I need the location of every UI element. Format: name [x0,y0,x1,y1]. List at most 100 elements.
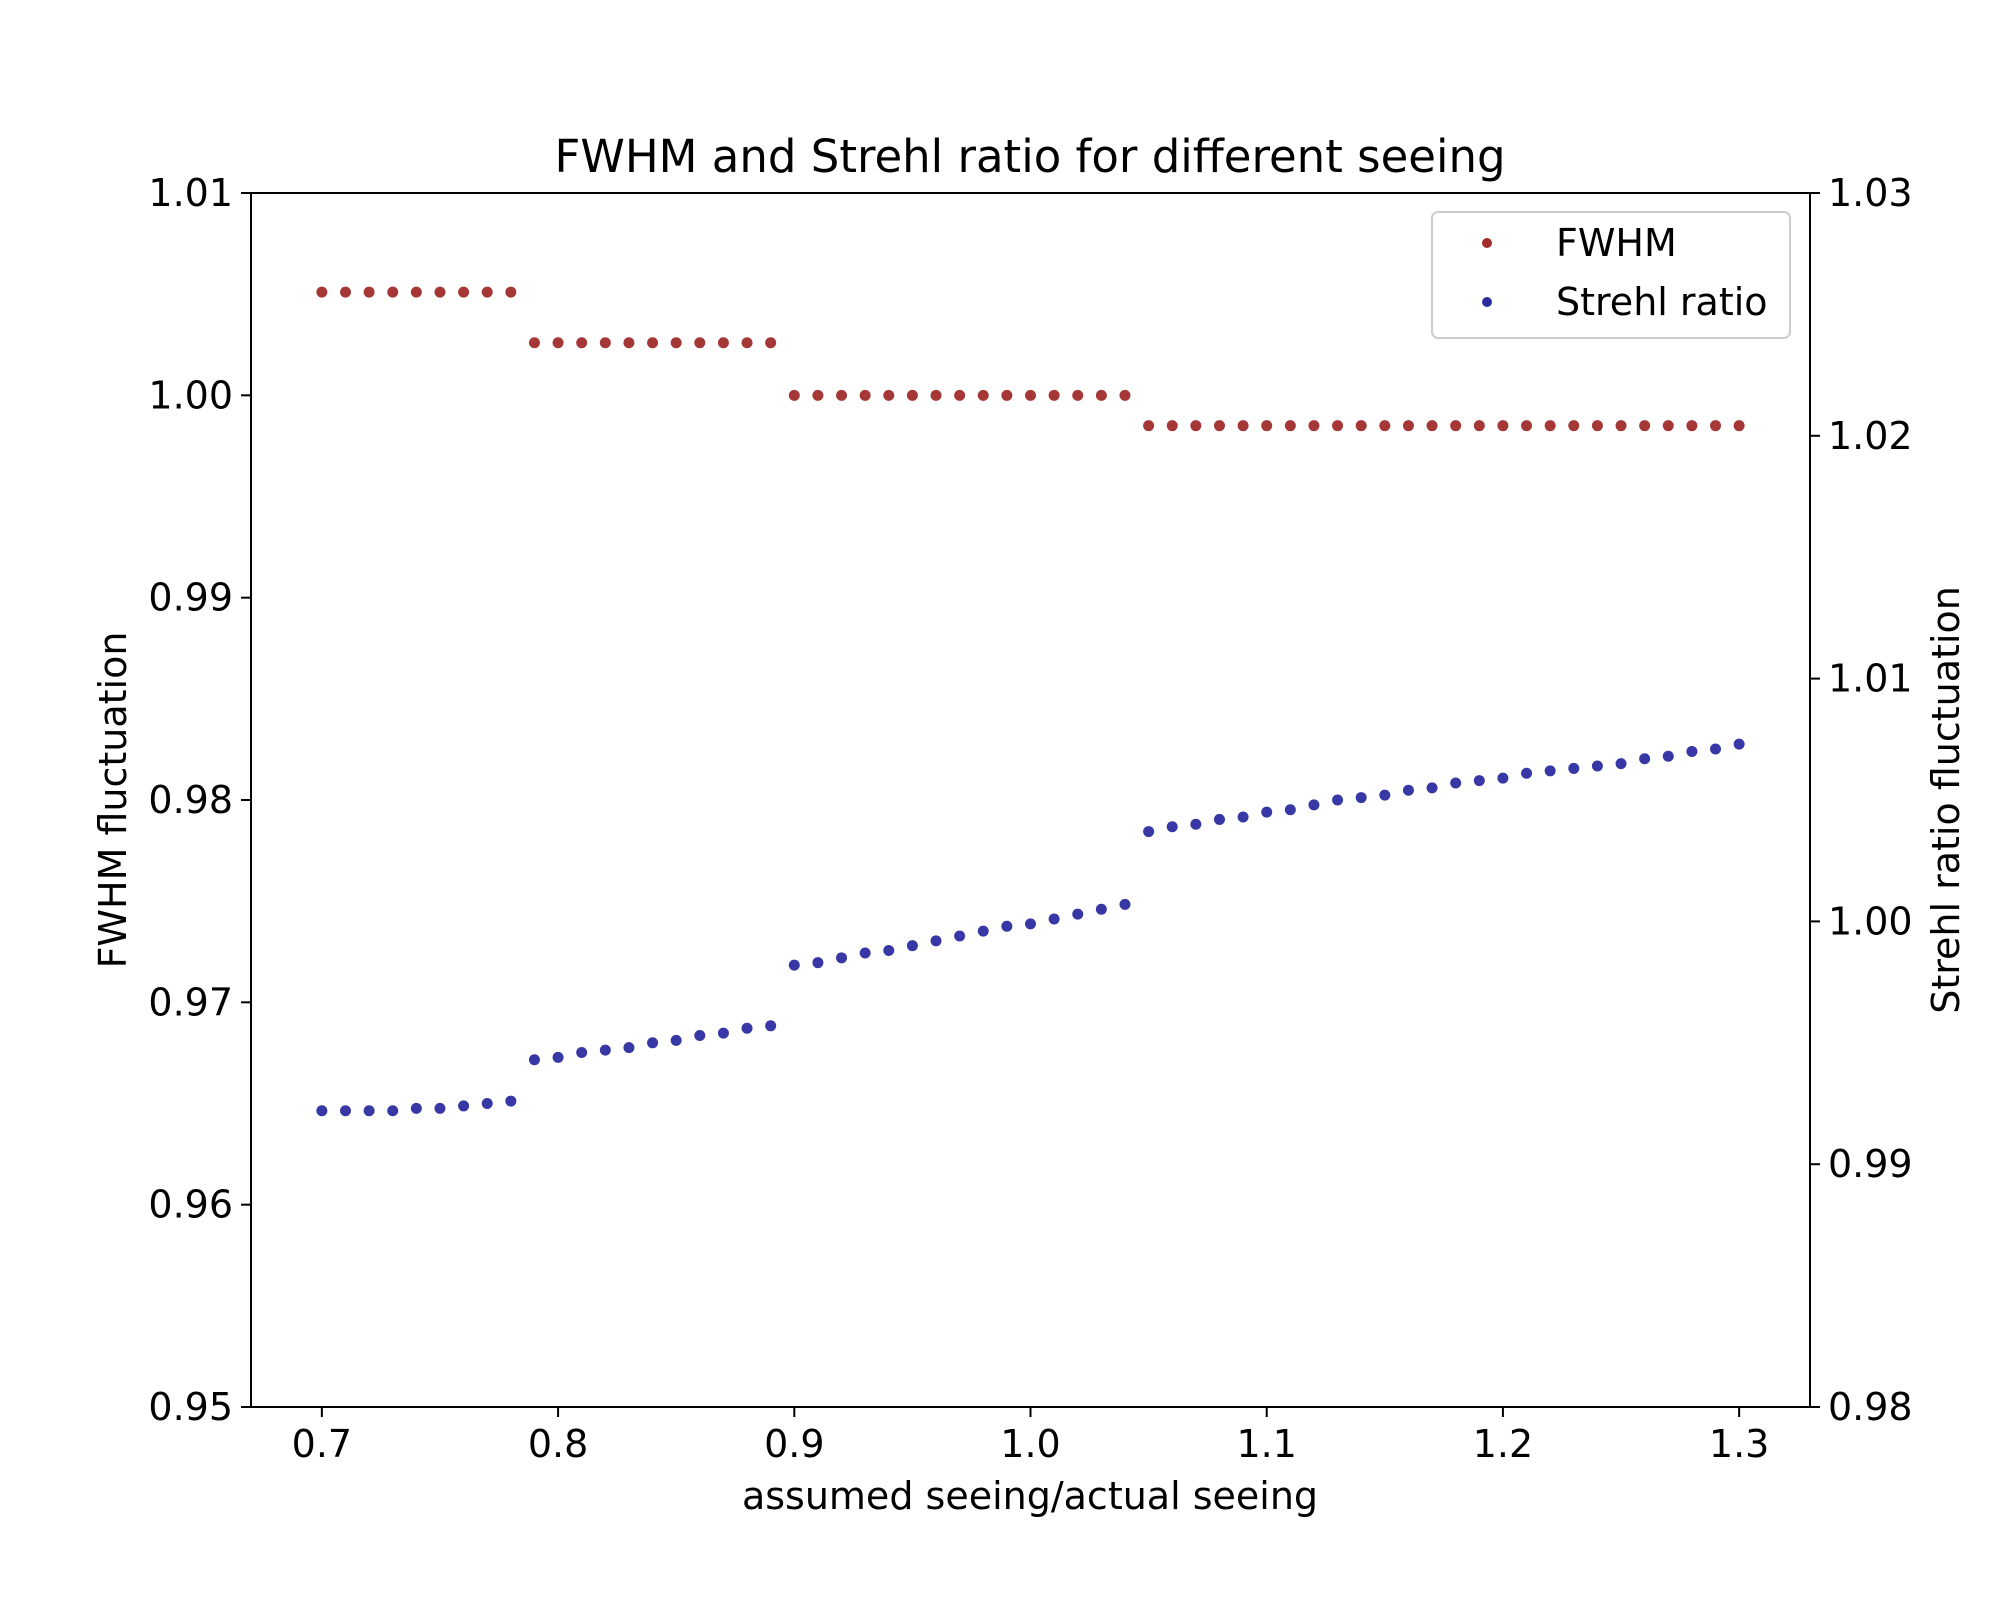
strehl-ratio-point [812,957,824,969]
fwhm-point [1261,420,1273,432]
x-tick-label: 0.7 [292,1422,352,1466]
fwhm-point [1048,389,1060,401]
strehl-ratio-point [1261,806,1273,818]
strehl-ratio-point [363,1105,375,1117]
fwhm-point [741,337,753,349]
right-y-tick-label: 1.00 [1828,899,1913,943]
right-y-axis-ticks: 0.98 0.99 1.00 1.01 1.02 1.03 [1810,171,1913,1429]
fwhm-point [1568,420,1580,432]
strehl-ratio-point [1284,804,1296,816]
x-tick-label: 0.8 [528,1422,588,1466]
legend-strehl-marker [1482,297,1492,307]
strehl-ratio-point [1166,821,1178,833]
fwhm-point [363,286,375,298]
x-tick-label: 1.0 [1000,1422,1060,1466]
x-axis-label: assumed seeing/actual seeing [742,1474,1318,1518]
strehl-ratio-point [434,1102,446,1114]
strehl-ratio-point [670,1034,682,1046]
strehl-ratio-point [339,1105,351,1117]
strehl-ratio-point [599,1044,611,1056]
fwhm-point [788,389,800,401]
left-y-tick-label: 0.96 [148,1183,233,1227]
strehl-ratio-point [1521,767,1533,779]
strehl-ratio-point [1143,826,1155,838]
strehl-ratio-point [1213,813,1225,825]
x-axis-ticks: 0.7 0.8 0.9 1.0 1.1 1.2 1.3 [292,1407,1769,1466]
left-y-tick-label: 1.00 [148,373,233,417]
left-y-axis-label: FWHM fluctuation [91,632,135,969]
strehl-ratio-point [1568,762,1580,774]
legend-fwhm-label: FWHM [1556,221,1677,265]
strehl-ratio-point [1119,898,1131,910]
strehl-ratio-point [410,1102,422,1114]
strehl-ratio-point [1639,753,1651,765]
legend-box [1431,211,1791,339]
strehl-ratio-point [647,1037,659,1049]
right-y-tick-label: 1.01 [1828,657,1913,701]
fwhm-point [1615,420,1627,432]
left-y-tick-label: 1.01 [148,171,233,215]
strehl-ratio-point [859,947,871,959]
strehl-ratio-point [1544,765,1556,777]
fwhm-point [623,337,635,349]
fwhm-point [1733,420,1745,432]
strehl-ratio-point [1497,772,1509,784]
fwhm-point [930,389,942,401]
right-y-tick-label: 1.03 [1828,171,1913,215]
fwhm-point [1332,420,1344,432]
strehl-ratio-point [836,952,848,964]
fwhm-point [410,286,422,298]
fwhm-point [1308,420,1320,432]
plot-area-frame [250,192,1811,1408]
fwhm-point [1521,420,1533,432]
strehl-ratio-point [1710,743,1722,755]
strehl-ratio-point [977,925,989,937]
fwhm-point [1710,420,1722,432]
strehl-ratio-point [1190,818,1202,830]
fwhm-point [1379,420,1391,432]
fwhm-point [647,337,659,349]
strehl-ratio-point [1308,799,1320,811]
strehl-ratio-point [1072,908,1084,920]
fwhm-point [505,286,517,298]
fwhm-point [1497,420,1509,432]
legend-fwhm-marker [1482,238,1492,248]
strehl-ratio-point [316,1105,328,1117]
strehl-ratio-point [1450,777,1462,789]
strehl-ratio-point [1001,920,1013,932]
fwhm-point [316,286,328,298]
fwhm-point [1025,389,1036,401]
fwhm-point [1119,389,1131,401]
strehl-ratio-point [717,1027,729,1039]
x-tick-label: 0.9 [764,1422,824,1466]
fwhm-point [1095,389,1107,401]
fwhm-point [1662,420,1674,432]
legend-strehl-label: Strehl ratio [1556,280,1768,324]
strehl-ratio-point [1332,794,1344,806]
fwhm-point [1450,420,1462,432]
left-y-tick-label: 0.95 [148,1385,233,1429]
fwhm-point [954,389,966,401]
strehl-ratio-point [741,1022,753,1034]
strehl-ratio-point [505,1095,517,1107]
fwhm-point [977,389,989,401]
strehl-ratio-point [1025,918,1036,930]
strehl-ratio-point [765,1020,777,1032]
strehl-ratio-point [528,1054,540,1066]
right-y-tick-label: 0.99 [1828,1142,1913,1186]
strehl-ratio-point [930,935,942,947]
fwhm-point [458,286,470,298]
fwhm-point [1544,420,1556,432]
fwhm-point [1591,420,1603,432]
x-tick-label: 1.1 [1236,1422,1296,1466]
strehl-ratio-point [1662,750,1674,762]
strehl-ratio-point [1473,775,1485,787]
right-y-tick-label: 0.98 [1828,1385,1913,1429]
fwhm-point [1213,420,1225,432]
fwhm-point [387,286,399,298]
fwhm-point [717,337,729,349]
strehl-ratio-point [1426,782,1438,794]
fwhm-point [552,337,564,349]
fwhm-point [906,389,918,401]
